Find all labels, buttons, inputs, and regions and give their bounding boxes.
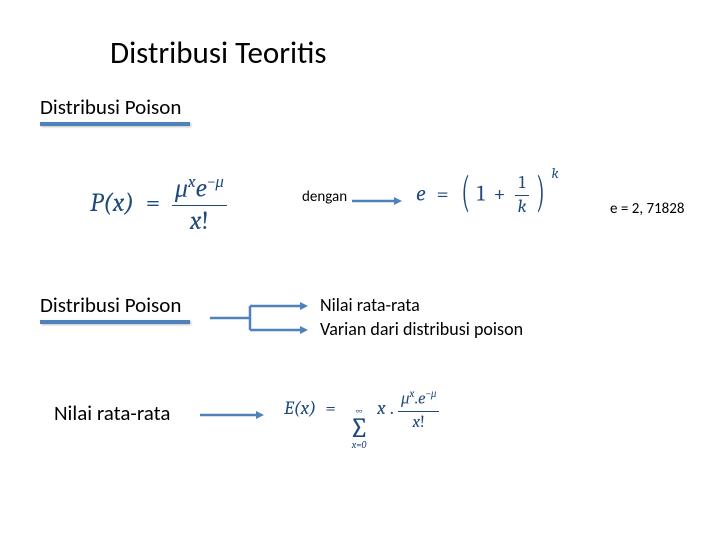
ex-dot: . xyxy=(390,397,394,419)
px-xsup: x xyxy=(188,173,196,192)
e-rparen: ) xyxy=(536,166,544,218)
ex-bang: ! xyxy=(420,413,425,432)
ex-denx: x xyxy=(412,413,420,432)
formula-e: e = ( 1 + 1 k ) k xyxy=(416,174,559,217)
px-e: e xyxy=(196,174,207,204)
e-eq: = xyxy=(436,181,448,207)
px-mu: μ xyxy=(175,174,188,204)
section2-heading: Distribusi Poison xyxy=(40,292,181,318)
ex-sigsym: ∑ xyxy=(349,416,369,441)
e-e: e xyxy=(416,181,426,207)
dengan-label: dengan xyxy=(302,188,347,206)
arrow-fork xyxy=(210,298,310,338)
ex-sigbot: x=0 xyxy=(352,441,367,450)
e-constant: e = 2, 71828 xyxy=(610,200,684,218)
ex-lhs: E(x) xyxy=(284,397,316,419)
px-bang: ! xyxy=(201,206,208,236)
section3-heading: Nilai rata-rata xyxy=(54,400,170,426)
page-title: Distribusi Teoritis xyxy=(110,34,327,72)
e-frac: 1 k xyxy=(515,174,530,217)
e-plus: + xyxy=(494,181,506,207)
e-fden: k xyxy=(515,198,530,217)
arrow-ex xyxy=(200,410,264,420)
ex-frac: μx.e−μ x! xyxy=(398,388,440,432)
e-exp: k xyxy=(552,165,559,182)
section2-underline xyxy=(40,320,190,324)
formula-ex: E(x) = ∞ ∑ x=0 x . μx.e−μ x! xyxy=(284,388,439,450)
section1-heading: Distribusi Poison xyxy=(40,94,181,120)
e-fnum: 1 xyxy=(516,174,529,193)
px-frac: μxe−μ x! xyxy=(172,174,227,235)
px-lhs: P(x) xyxy=(90,188,134,218)
ex-x: x xyxy=(377,397,385,419)
ex-sigma: ∞ ∑ x=0 xyxy=(349,407,369,450)
fork-line1: Nilai rata-rata xyxy=(320,294,420,316)
formula-px: P(x) = μxe−μ x! xyxy=(90,174,227,235)
ex-eq: = xyxy=(325,397,336,419)
px-exp: −μ xyxy=(207,173,224,192)
ex-exp: −μ xyxy=(425,387,436,400)
section1-underline xyxy=(40,122,190,126)
e-one: 1 xyxy=(477,181,485,207)
px-denx: x xyxy=(190,206,202,236)
e-lparen: ( xyxy=(461,166,469,218)
px-eq: = xyxy=(146,188,160,218)
arrow-dengan xyxy=(352,196,402,206)
fork-line2: Varian dari distribusi poison xyxy=(320,318,523,340)
